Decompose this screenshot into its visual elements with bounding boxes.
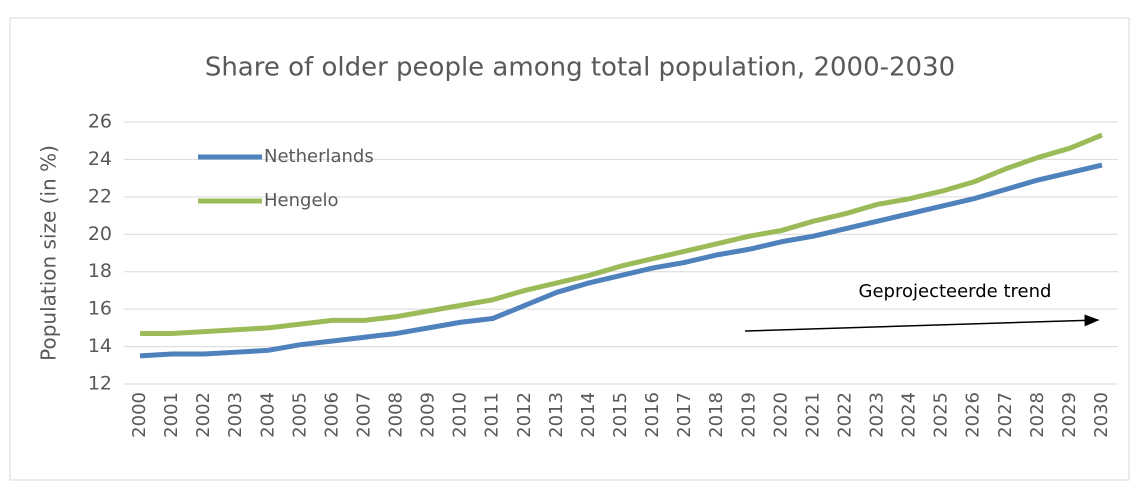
- x-tick-label: 2029: [1059, 392, 1080, 438]
- x-tick-label: 2028: [1027, 392, 1048, 438]
- x-tick-label: 2010: [450, 392, 471, 438]
- x-tick-label: 2008: [386, 392, 407, 438]
- x-tick-label: 2003: [225, 392, 246, 438]
- y-tick-label: 22: [88, 185, 112, 207]
- x-tick-label: 2006: [321, 392, 342, 438]
- x-tick-label: 2027: [995, 392, 1016, 438]
- series-line: [139, 162, 1103, 359]
- x-tick-label: 2001: [161, 392, 182, 438]
- series-line: [140, 132, 1103, 336]
- x-tick-label: 2004: [257, 392, 278, 438]
- chart-title: Share of older people among total popula…: [205, 53, 955, 83]
- y-tick-label: 26: [88, 111, 112, 133]
- trend-arrow: [744, 314, 1100, 332]
- x-tick-label: 2016: [642, 392, 663, 438]
- x-tick-label: 2017: [674, 392, 695, 438]
- x-tick-label: 2000: [129, 392, 150, 438]
- chart-frame: [9, 17, 1130, 481]
- y-tick-label: 16: [88, 298, 112, 320]
- y-tick-label: 12: [88, 373, 112, 395]
- x-tick-label: 2025: [931, 392, 952, 438]
- x-tick-label: 2011: [482, 392, 503, 438]
- x-tick-label: 2022: [834, 392, 855, 438]
- x-tick-label: 2002: [193, 392, 214, 438]
- y-axis-label: Population size (in %): [37, 145, 61, 361]
- y-tick-label: 18: [88, 260, 112, 282]
- x-tick-label: 2013: [546, 392, 567, 438]
- x-tick-label: 2021: [802, 392, 823, 438]
- y-tick-label: 20: [88, 223, 112, 245]
- x-tick-label: 2018: [706, 392, 727, 438]
- annotation: Geprojecteerde trend: [859, 281, 1052, 302]
- legend-label: Hengelo: [264, 190, 339, 211]
- x-tick-label: 2030: [1091, 392, 1112, 438]
- x-tick-label: 2026: [963, 392, 984, 438]
- x-tick-label: 2015: [610, 392, 631, 438]
- x-tick-label: 2023: [867, 392, 888, 438]
- x-tick-label: 2007: [353, 392, 374, 438]
- y-tick-label: 14: [88, 335, 112, 357]
- x-tick-label: 2005: [289, 392, 310, 438]
- x-tick-label: 2009: [418, 392, 439, 438]
- x-tick-label: 2019: [738, 392, 759, 438]
- y-tick-label: 24: [88, 148, 112, 170]
- x-tick-label: 2014: [578, 392, 599, 438]
- x-tick-label: 2024: [899, 392, 920, 438]
- x-tick-label: 2020: [770, 392, 791, 438]
- x-tick-label: 2012: [514, 392, 535, 438]
- legend-label: Netherlands: [264, 146, 374, 167]
